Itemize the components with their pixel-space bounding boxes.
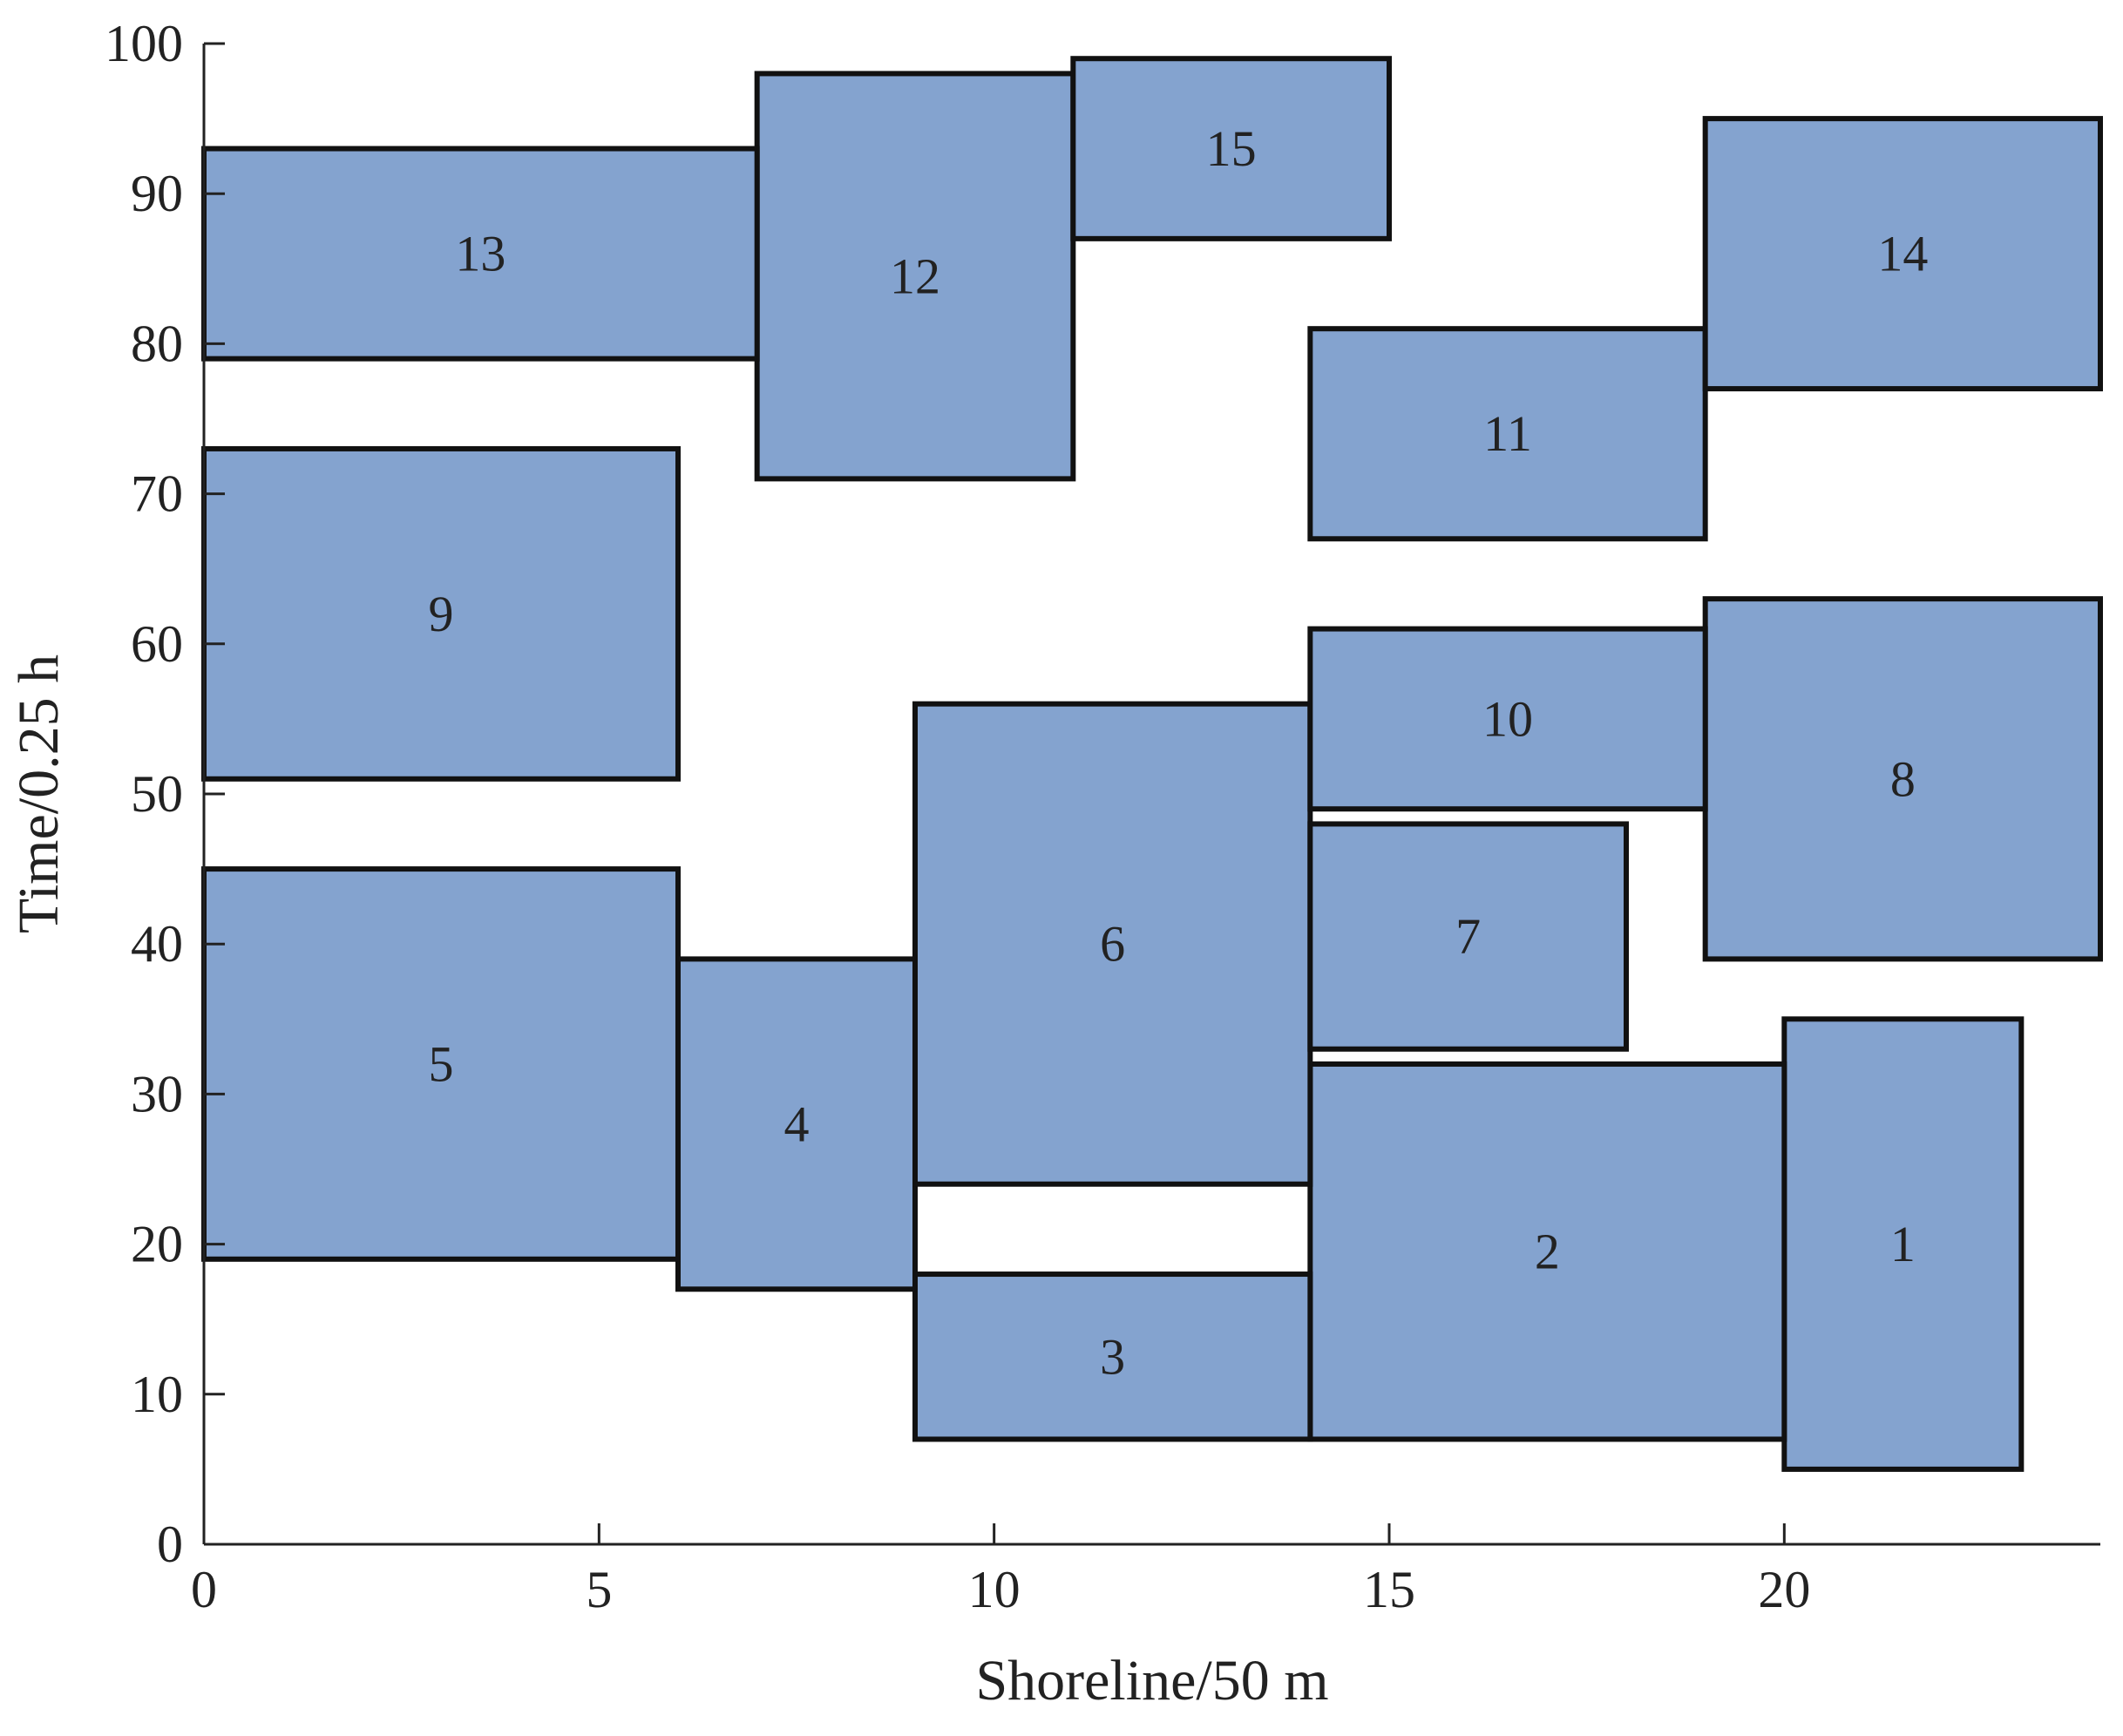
y-tick-label: 20	[131, 1216, 183, 1273]
y-tick-label: 40	[131, 915, 183, 973]
block-label: 10	[1482, 690, 1533, 747]
block-14: 14	[1702, 116, 2103, 392]
y-tick-label: 60	[131, 615, 183, 673]
block-7: 7	[1307, 821, 1630, 1052]
block-13: 13	[201, 146, 760, 362]
block-12: 12	[754, 71, 1076, 482]
x-tick-label: 20	[1758, 1561, 1810, 1618]
y-tick-label: 0	[157, 1516, 183, 1573]
y-axis-label: Time/0.25 h	[7, 654, 71, 933]
block-rect	[201, 866, 681, 1262]
block-6: 6	[912, 701, 1313, 1187]
block-2: 2	[1307, 1061, 1787, 1442]
block-label: 7	[1455, 908, 1481, 965]
block-4: 4	[675, 956, 918, 1292]
block-label: 14	[1877, 226, 1928, 282]
y-tick-label: 100	[105, 15, 183, 72]
block-label: 12	[890, 248, 940, 304]
y-tick-label: 10	[131, 1366, 183, 1423]
block-rect	[1070, 56, 1393, 241]
x-axis-label: Shoreline/50 m	[975, 1649, 1328, 1712]
y-tick-label: 30	[131, 1065, 183, 1122]
block-15: 15	[1070, 56, 1393, 241]
block-3: 3	[912, 1271, 1313, 1442]
x-tick-label: 15	[1363, 1561, 1415, 1618]
block-label: 8	[1890, 750, 1916, 807]
block-rect	[1307, 626, 1708, 812]
x-ticks: 0 5 10 15 20	[191, 1523, 1810, 1618]
block-label: 13	[455, 226, 505, 282]
block-label: 2	[1535, 1224, 1560, 1280]
x-tick-label: 10	[968, 1561, 1021, 1618]
y-tick-label: 80	[131, 315, 183, 372]
y-ticks: 0 10 20 30 40 50 60 70 80 90 100	[105, 15, 225, 1573]
block-rect	[912, 701, 1313, 1187]
block-rect	[1307, 1061, 1787, 1442]
y-tick-label: 90	[131, 165, 183, 222]
block-9: 9	[201, 445, 681, 782]
block-rect	[1307, 821, 1630, 1052]
block-1: 1	[1781, 1016, 2025, 1472]
block-rect	[912, 1271, 1313, 1442]
block-rect	[1307, 326, 1708, 542]
block-label: 15	[1206, 120, 1257, 177]
block-rect	[201, 146, 760, 362]
block-rect	[1781, 1016, 2025, 1472]
block-5: 5	[201, 866, 681, 1262]
block-label: 5	[429, 1035, 454, 1092]
block-label: 9	[429, 586, 454, 642]
block-label: 4	[784, 1095, 810, 1152]
block-rect	[754, 71, 1076, 482]
block-10: 10	[1307, 626, 1708, 812]
block-label: 6	[1100, 916, 1125, 973]
block-rect	[1702, 116, 2103, 392]
block-label: 3	[1100, 1328, 1125, 1385]
y-tick-label: 50	[131, 765, 183, 823]
x-tick-label: 0	[191, 1561, 217, 1618]
block-11: 11	[1307, 326, 1708, 542]
block-8: 8	[1702, 596, 2103, 962]
y-tick-label: 70	[131, 465, 183, 523]
block-label: 11	[1483, 405, 1532, 462]
block-label: 1	[1890, 1216, 1916, 1272]
x-tick-label: 5	[586, 1561, 612, 1618]
